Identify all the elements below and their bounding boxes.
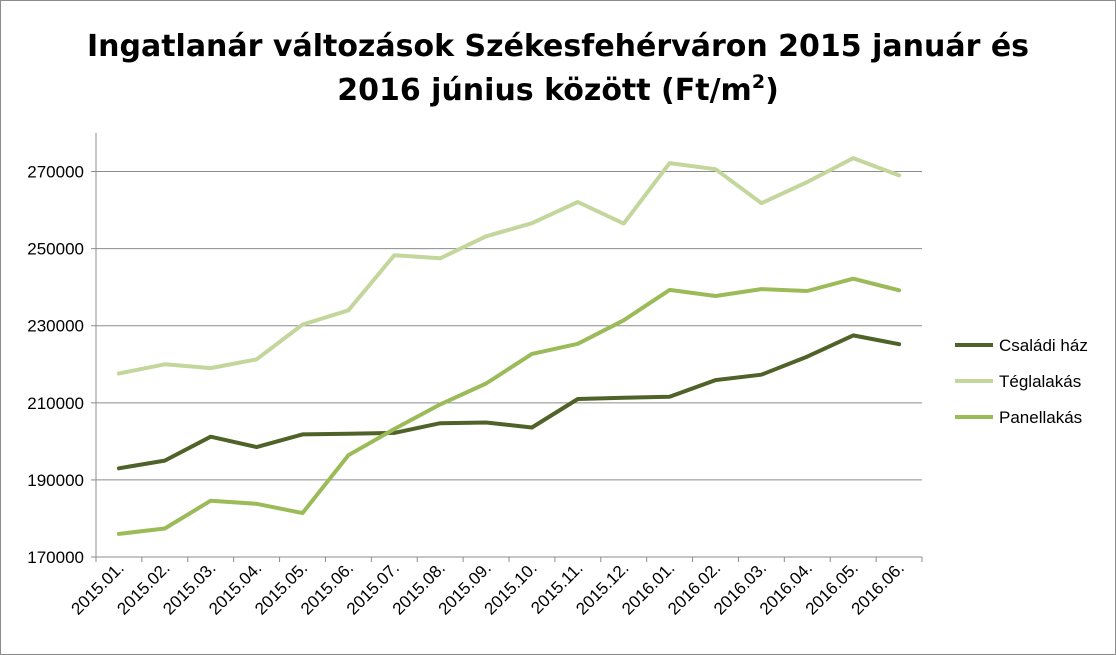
series-lines	[116, 156, 902, 536]
series-line	[116, 156, 902, 376]
y-tick-label: 190000	[27, 471, 84, 490]
gridlines	[96, 171, 922, 481]
axes	[95, 133, 922, 558]
x-axis-ticks: 2015.01.2015.02.2015.03.2015.04.2015.05.…	[68, 557, 923, 619]
y-tick-label: 230000	[27, 317, 84, 336]
legend: Családi ház Téglalakás Panellakás	[955, 336, 1088, 427]
y-axis-ticks: 170000 190000 210000 230000 250000 270000	[27, 163, 96, 567]
series-line	[116, 276, 902, 536]
y-tick-label: 250000	[27, 240, 84, 259]
chart-title-line2-end: )	[765, 73, 779, 108]
chart-title-line2-text: 2016 június között (Ft/m	[337, 73, 752, 108]
chart-title-line1: Ingatlanár változások Székesfehérváron 2…	[87, 29, 1029, 64]
y-tick-label: 170000	[27, 548, 84, 567]
legend-label: Téglalakás	[999, 372, 1081, 391]
y-tick-label: 270000	[27, 163, 84, 182]
y-tick-label: 210000	[27, 394, 84, 413]
series-line	[116, 333, 902, 471]
chart-title-line2: 2016 június között (Ft/m2)	[337, 71, 779, 108]
legend-label: Családi ház	[999, 336, 1088, 355]
legend-label: Panellakás	[999, 408, 1082, 427]
chart-title-superscript: 2	[752, 71, 765, 93]
